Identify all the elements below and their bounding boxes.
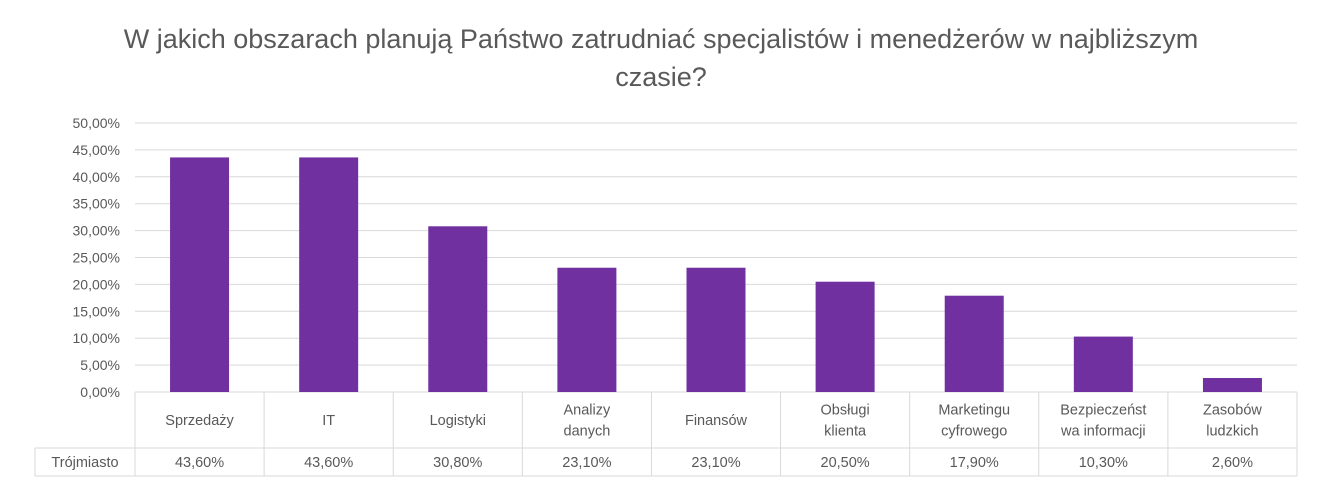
bar-3 [428, 226, 488, 392]
data-value: 10,30% [1079, 455, 1128, 471]
y-tick-label: 25,00% [73, 250, 120, 266]
y-tick-label: 10,00% [73, 330, 120, 346]
x-category-label: Bezpieczeńst wa informacji [1060, 403, 1146, 440]
bar-9 [1202, 378, 1262, 392]
x-category-label: Sprzedaży [165, 413, 234, 429]
bar-2 [299, 157, 359, 392]
y-tick-label: 50,00% [73, 115, 120, 131]
bar-5 [686, 267, 746, 392]
bar-1 [170, 157, 230, 392]
data-value: 30,80% [433, 455, 482, 471]
series-name: Trójmiasto [51, 455, 118, 471]
data-value: 17,90% [950, 455, 999, 471]
x-category-label: IT [322, 413, 335, 429]
y-tick-label: 30,00% [73, 223, 120, 239]
bar-6 [815, 281, 875, 392]
x-category-label: Analizy danych [564, 403, 612, 440]
data-value: 43,60% [175, 455, 224, 471]
x-category-label: Obsługi klienta [821, 403, 870, 440]
x-category-label: Zasobów ludzkich [1203, 403, 1262, 440]
x-category-label: Marketingu cyfrowego [938, 403, 1010, 440]
x-category-label: Logistyki [430, 413, 486, 429]
bar-7 [944, 295, 1004, 392]
chart-title: W jakich obszarach planują Państwo zatru… [123, 24, 1199, 92]
y-tick-label: 35,00% [73, 196, 120, 212]
data-value: 20,50% [821, 455, 870, 471]
y-tick-label: 20,00% [73, 276, 120, 292]
y-tick-label: 5,00% [80, 357, 120, 373]
bar-8 [1073, 336, 1133, 392]
data-value: 23,10% [562, 455, 611, 471]
y-tick-label: 45,00% [73, 142, 120, 158]
data-value: 43,60% [304, 455, 353, 471]
data-value: 2,60% [1212, 455, 1253, 471]
y-tick-label: 0,00% [80, 384, 120, 400]
y-tick-label: 15,00% [73, 303, 120, 319]
data-value: 23,10% [691, 455, 740, 471]
y-tick-label: 40,00% [73, 169, 120, 185]
x-category-label: Finansów [685, 413, 748, 429]
bar-4 [557, 267, 617, 392]
